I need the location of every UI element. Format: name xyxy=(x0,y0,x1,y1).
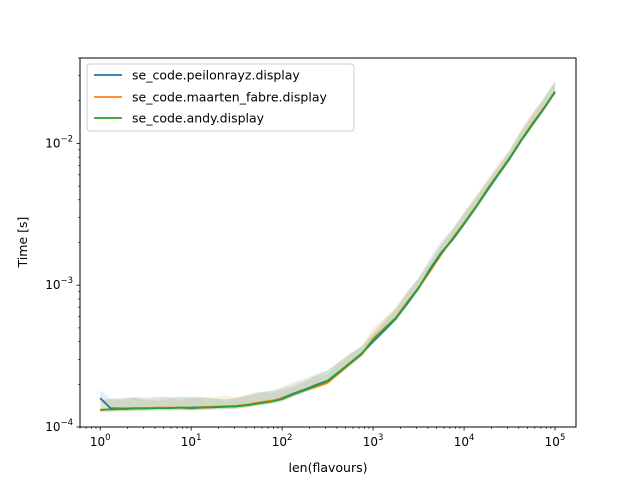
y-tick-label: 10−2 xyxy=(45,134,73,150)
x-tick-label: 103 xyxy=(363,433,384,449)
y-axis-label: Time [s] xyxy=(15,217,30,269)
legend-label-peilonrayz: se_code.peilonrayz.display xyxy=(132,68,300,83)
legend: se_code.peilonrayz.display se_code.maart… xyxy=(86,63,355,132)
legend-label-maarten-fabre: se_code.maarten_fabre.display xyxy=(132,90,327,105)
y-tick-label: 10−4 xyxy=(45,418,73,434)
x-tick-label: 101 xyxy=(181,433,202,449)
x-axis-ticks: 100 101 102 103 104 105 xyxy=(79,427,566,449)
legend-label-andy: se_code.andy.display xyxy=(132,111,265,126)
series-line xyxy=(100,91,556,411)
legend-box xyxy=(86,63,355,132)
x-axis-label: len(flavours) xyxy=(289,460,368,475)
y-axis-ticks: 10−4 10−3 10−2 xyxy=(45,57,80,434)
x-tick-label: 100 xyxy=(90,433,111,449)
x-tick-label: 104 xyxy=(454,433,475,449)
y-tick-label: 10−3 xyxy=(45,276,73,292)
x-tick-label: 105 xyxy=(545,433,566,449)
x-tick-label: 102 xyxy=(272,433,293,449)
series-lines xyxy=(99,90,556,411)
